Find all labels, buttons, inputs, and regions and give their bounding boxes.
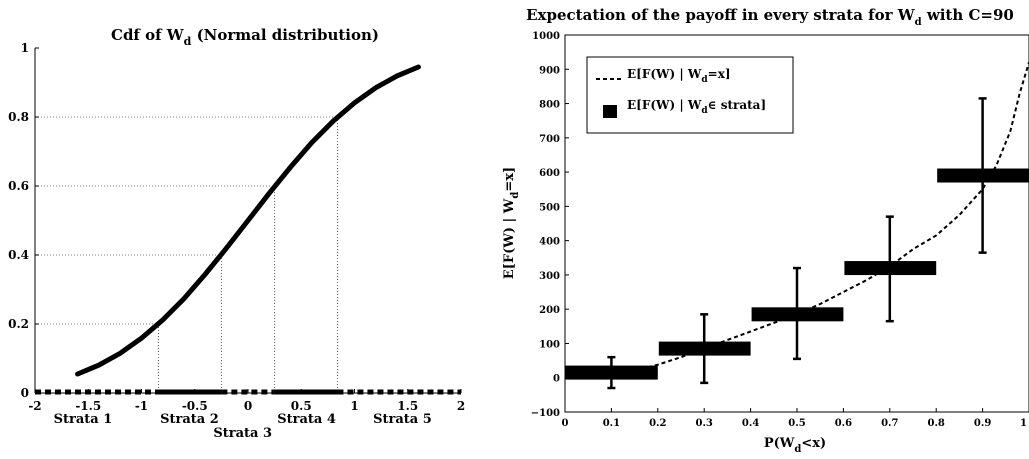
strata-label-4: Strata 4 xyxy=(277,412,336,427)
strata-label-3: Strata 3 xyxy=(213,426,272,441)
payoff-x-tick-label: 0.4 xyxy=(742,418,759,429)
strata-mean-bar-5 xyxy=(937,168,1029,183)
payoff-x-tick-label: 0.3 xyxy=(695,418,712,429)
strata-mean-bar-3 xyxy=(751,307,844,322)
cdf-ticks: -2 -1.5 -1 -0.5 0 0.5 1 1.5 2 0 0.2 0.4 0.6 0.8 1 xyxy=(8,41,465,413)
legend-line-label: E[F(W) | Wd=x] xyxy=(627,67,731,85)
strata-mean-bar-4 xyxy=(844,261,937,276)
payoff-y-tick-label: 0 xyxy=(553,374,560,385)
payoff-x-tick-label: 0.1 xyxy=(603,418,620,429)
payoff-y-tick-label: 500 xyxy=(539,202,560,213)
payoff-y-tick-label: 100 xyxy=(539,339,560,350)
legend-box xyxy=(586,56,794,134)
cdf-x-tick-label: 1.5 xyxy=(397,399,418,413)
cdf-quantile-guides xyxy=(35,116,338,393)
payoff-legend: E[F(W) | Wd=x] E[F(W) | Wd∈ strata] xyxy=(586,56,794,134)
cdf-y-tick-label: 0.8 xyxy=(8,110,29,124)
payoff-x-tick-label: 1 xyxy=(1020,418,1027,429)
cdf-x-tick-label: 0.5 xyxy=(291,399,312,413)
payoff-y-tick-label: 300 xyxy=(539,271,560,282)
payoff-y-tick-label: 1000 xyxy=(532,31,560,42)
cdf-y-tick-label: 0.4 xyxy=(8,248,29,262)
cdf-x-tick-label: -1 xyxy=(135,399,148,413)
cdf-x-tick-label: -0.5 xyxy=(182,399,208,413)
payoff-x-tick-label: 0.7 xyxy=(881,418,898,429)
payoff-chart: Expectation of the payoff in every strat… xyxy=(502,6,1029,455)
payoff-y-tick-label: 400 xyxy=(539,237,560,248)
strata-mean-bar-2 xyxy=(658,341,751,356)
payoff-y-tick-label: 700 xyxy=(539,134,560,145)
cdf-x-tick-label: 2 xyxy=(457,399,465,413)
payoff-ticks: 0 0.1 0.2 0.3 0.4 0.5 0.6 0.7 0.8 0.9 1−1000100200… xyxy=(531,31,1029,429)
cdf-curve xyxy=(75,64,421,377)
payoff-y-tick-label: −100 xyxy=(531,408,560,419)
cdf-x-tick-label: -2 xyxy=(28,399,41,413)
payoff-x-tick-label: 0.8 xyxy=(927,418,944,429)
payoff-x-tick-label: 0.2 xyxy=(649,418,666,429)
strata-label-5: Strata 5 xyxy=(373,412,432,427)
strata-label-1: Strata 1 xyxy=(54,412,113,427)
payoff-x-tick-label: 0.9 xyxy=(974,418,991,429)
cdf-x-tick-label: -1.5 xyxy=(75,399,101,413)
payoff-y-tick-label: 900 xyxy=(539,65,560,76)
payoff-chart-title: Expectation of the payoff in every strat… xyxy=(526,6,1014,28)
payoff-y-tick-label: 600 xyxy=(539,168,560,179)
payoff-x-tick-label: 0.6 xyxy=(835,418,852,429)
payoff-x-axis-label: P(Wd<x) xyxy=(764,436,826,455)
payoff-y-axis-label: E[F(W) | Wd=x] xyxy=(502,167,521,279)
payoff-y-tick-label: 200 xyxy=(539,305,560,316)
legend-bar-label: E[F(W) | Wd∈ strata] xyxy=(627,98,766,116)
cdf-x-tick-label: 0 xyxy=(244,399,252,413)
payoff-y-tick-label: 800 xyxy=(539,100,560,111)
payoff-strata-bars xyxy=(565,97,1029,390)
cdf-y-tick-label: 0.2 xyxy=(8,317,29,331)
cdf-y-tick-label: 0 xyxy=(21,386,29,400)
strata-mean-bar-1 xyxy=(565,365,658,380)
cdf-x-tick-label: 1 xyxy=(350,399,358,413)
cdf-chart: Cdf of Wd (Normal distribution) -2 -1.5 -1… xyxy=(8,26,465,441)
legend-bar-swatch xyxy=(603,105,617,118)
strata-label-2: Strata 2 xyxy=(160,412,219,427)
cdf-y-tick-label: 0.6 xyxy=(8,179,29,193)
payoff-x-tick-label: 0 xyxy=(562,418,569,429)
payoff-x-tick-label: 0.5 xyxy=(788,418,805,429)
cdf-y-tick-label: 1 xyxy=(21,41,29,55)
cdf-chart-title: Cdf of Wd (Normal distribution) xyxy=(111,26,379,48)
